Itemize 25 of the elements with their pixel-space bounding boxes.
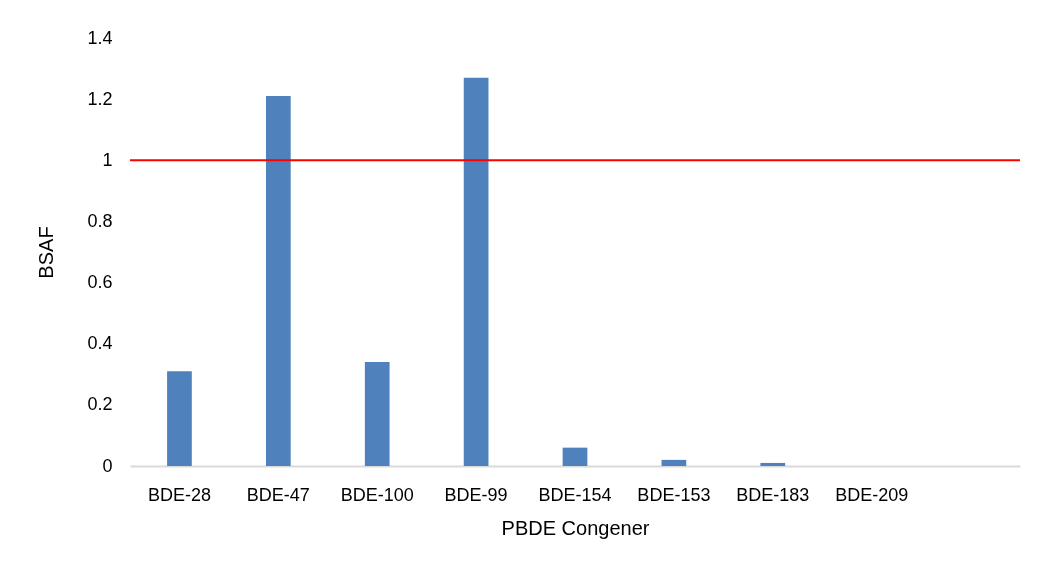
y-tick-label: 0.4 <box>87 333 113 354</box>
bar <box>661 459 687 466</box>
x-tick-label: BDE-153 <box>637 484 711 505</box>
x-tick-label: BDE-99 <box>444 484 508 505</box>
y-tick-label: 1.4 <box>87 27 113 48</box>
y-tick-label: 0.2 <box>87 394 113 415</box>
y-axis-title: BSAF <box>35 226 58 279</box>
bar <box>265 96 291 466</box>
y-tick-label: 1 <box>102 149 113 170</box>
y-tick-label: 1.2 <box>87 88 113 109</box>
bar <box>364 362 390 466</box>
y-tick-label: 0.8 <box>87 210 113 231</box>
bar <box>562 447 588 466</box>
x-tick-label: BDE-100 <box>340 484 414 505</box>
x-tick-label: BDE-183 <box>736 484 810 505</box>
bar <box>760 462 786 466</box>
x-tick-label: BDE-209 <box>835 484 909 505</box>
bar <box>463 77 489 466</box>
y-tick-label: 0 <box>102 455 113 476</box>
y-tick-label: 0.6 <box>87 272 113 293</box>
x-axis-title: PBDE Congener <box>501 516 650 539</box>
x-tick-label: BDE-28 <box>147 484 211 505</box>
x-tick-label: BDE-154 <box>538 484 612 505</box>
bar <box>167 371 192 466</box>
x-tick-label: BDE-47 <box>246 484 310 505</box>
